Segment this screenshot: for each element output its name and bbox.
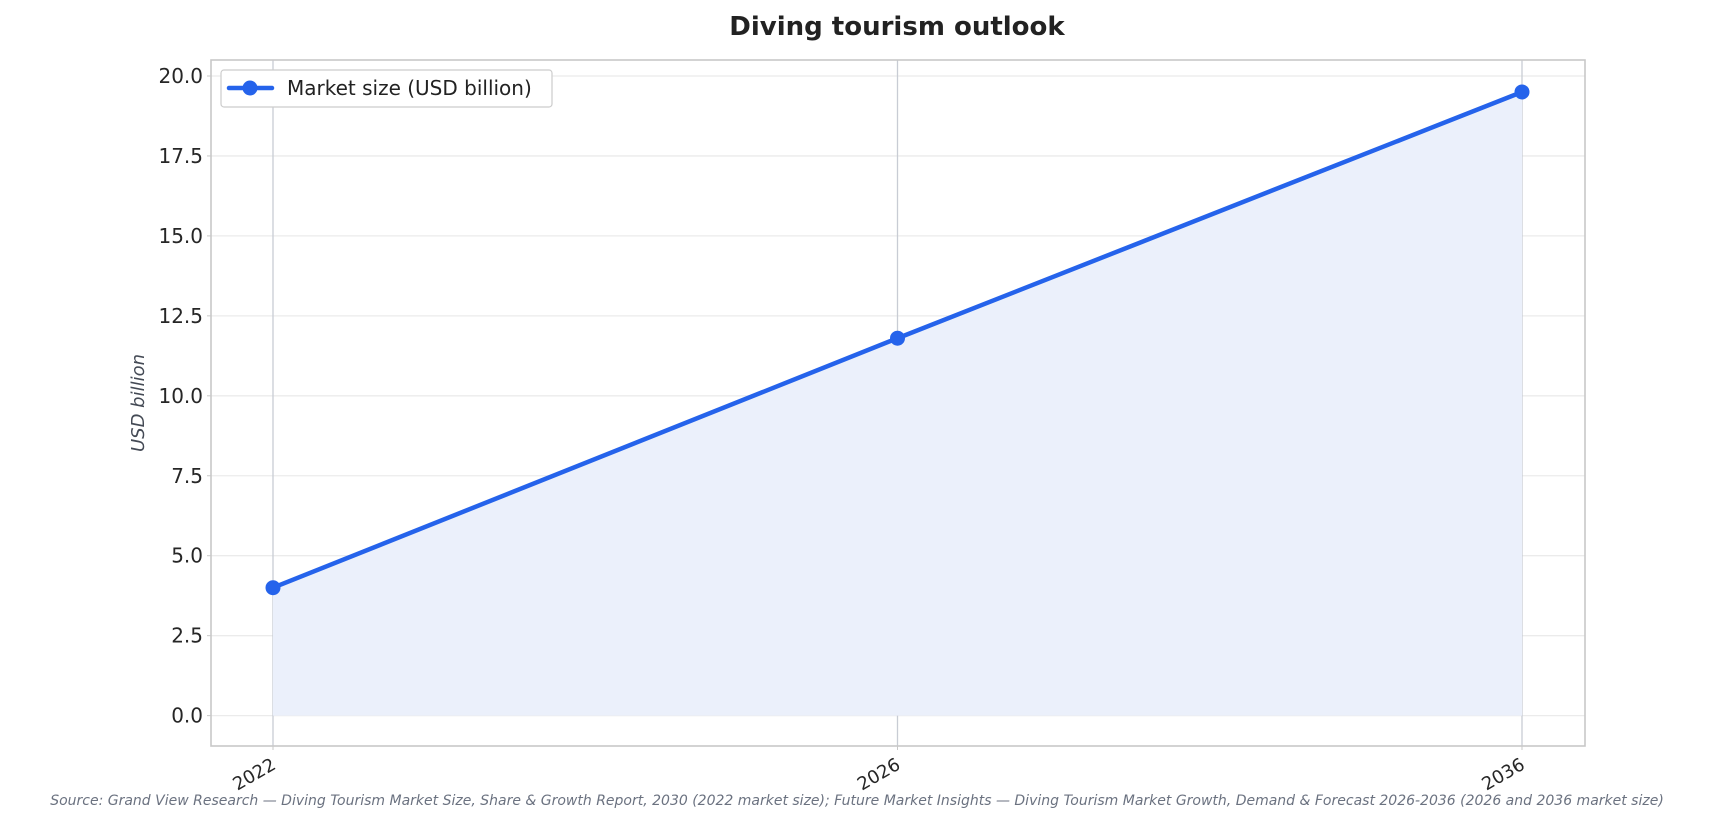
legend-box [220,69,553,108]
y-tick-label: 20.0 [158,64,203,88]
source-note: Source: Grand View Research — Diving Tou… [50,793,1664,809]
data-point [890,330,905,346]
y-tick-label: 10.0 [158,384,203,408]
y-tick-label: 0.0 [171,704,203,728]
area-layer [273,91,1522,716]
y-axis-label: USD billion [128,354,149,452]
series-area [273,91,1522,716]
points-layer [265,84,1530,596]
y-axis: 0.0 2.5 5.0 7.5 10.0 12.5 15.0 17.5 20.0 [158,64,211,728]
y-tick-label: 7.5 [171,464,203,488]
y-tick-label: 12.5 [158,304,203,328]
data-point [1514,84,1530,100]
data-point [265,580,281,596]
legend: Market size (USD billion) [220,69,553,108]
x-tick-label: 2022 [229,754,279,795]
y-tick-label: 5.0 [171,544,203,568]
legend-marker [242,80,258,96]
chart-title: Diving tourism outlook [729,12,1065,42]
x-axis: 2022 2026 2036 [229,746,1529,795]
legend-label: Market size (USD billion) [287,76,532,100]
x-tick-label: 2036 [1478,754,1528,795]
y-tick-label: 15.0 [158,224,203,248]
y-tick-label: 17.5 [158,144,203,168]
x-tick-label: 2026 [854,754,904,795]
y-tick-label: 2.5 [171,624,203,648]
